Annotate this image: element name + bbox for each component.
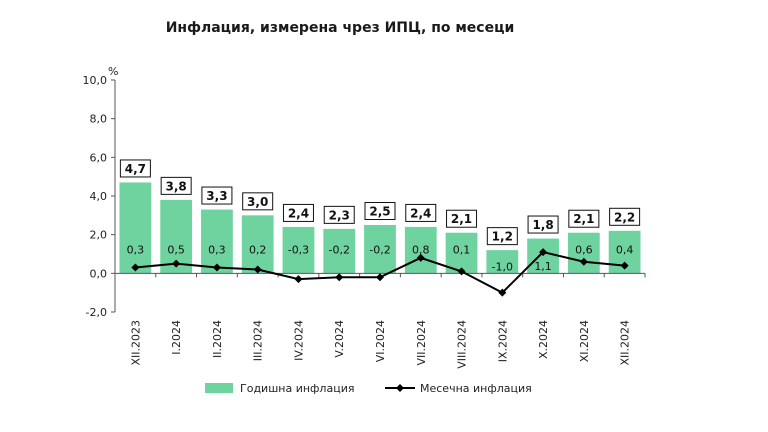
bar-value-label: 2,3 (329, 208, 350, 222)
x-category-label: I.2024 (170, 320, 183, 355)
x-category-label: VIII.2024 (456, 320, 469, 369)
bar-value-box (119, 159, 151, 178)
line-point-marker (457, 267, 466, 276)
line-point-marker (172, 259, 181, 268)
bar-value-box (201, 186, 233, 205)
y-tick-label: 4,0 (90, 190, 108, 203)
y-tick-label: -2,0 (86, 306, 107, 319)
x-category-label: IX.2024 (496, 320, 509, 362)
y-tick-label: 8,0 (90, 113, 108, 126)
line-value-label: 0,6 (575, 243, 593, 256)
legend-label-monthly: Месечна инфлация (420, 382, 532, 395)
bar-value-label: 2,1 (573, 212, 594, 226)
bar-value-box (446, 209, 478, 228)
line-point-marker (131, 263, 140, 272)
line-point-marker (253, 265, 262, 274)
line-value-label: 0,4 (616, 243, 634, 256)
line-value-label: 1,1 (534, 260, 552, 273)
line-point-marker (294, 275, 303, 284)
y-unit-label: % (108, 65, 118, 78)
line-value-label: 0,5 (167, 243, 185, 256)
x-category-label: XII.2023 (129, 320, 142, 366)
line-point-marker (335, 273, 344, 282)
chart-title: Инфлация, измерена чрез ИПЦ, по месеци (165, 20, 515, 36)
line-point-marker (620, 261, 629, 270)
line-value-label: 0,3 (127, 243, 145, 256)
bar-value-label: 3,0 (247, 195, 268, 209)
bar-annual-inflation (486, 250, 519, 274)
bar-value-label: 3,3 (206, 189, 227, 203)
bar-annual-inflation (567, 232, 600, 274)
x-category-label: III.2024 (252, 320, 265, 361)
y-tick-label: 2,0 (90, 229, 108, 242)
bar-value-label: 1,2 (492, 230, 513, 244)
bar-annual-inflation (119, 182, 152, 274)
line-value-label: 0,1 (453, 243, 471, 256)
bar-value-box (282, 203, 314, 222)
x-category-label: II.2024 (211, 320, 224, 358)
x-category-label: X.2024 (537, 320, 550, 359)
bar-value-box (364, 202, 396, 220)
line-point-marker (376, 273, 384, 282)
y-tick-label: 6,0 (90, 151, 108, 164)
bar-value-box (405, 203, 437, 222)
bar-value-label: 1,8 (532, 218, 553, 232)
bar-value-box (160, 176, 192, 195)
bar-value-label: 2,2 (614, 210, 635, 224)
bar-value-label: 2,1 (451, 212, 472, 226)
bar-annual-inflation (241, 215, 274, 274)
line-value-label: -1,0 (492, 260, 513, 273)
line-value-label: -0,2 (369, 243, 390, 256)
line-value-label: 0,8 (412, 243, 430, 256)
bar-value-label: 2,5 (369, 205, 390, 219)
x-category-label: VI.2024 (374, 320, 387, 362)
x-category-label: XII.2024 (619, 320, 632, 366)
bar-value-box (242, 192, 274, 211)
bar-value-label: 2,4 (410, 206, 431, 220)
line-point-marker (539, 248, 548, 257)
y-tick-label: 10,0 (83, 74, 108, 87)
bar-value-box (486, 227, 518, 246)
line-value-label: -0,3 (288, 243, 309, 256)
bar-value-label: 4,7 (125, 162, 146, 176)
line-value-label: 0,2 (249, 243, 267, 256)
bar-annual-inflation (445, 232, 478, 274)
bar-annual-inflation (323, 228, 356, 274)
x-category-label: XI.2024 (578, 320, 591, 362)
bar-value-box (568, 209, 600, 228)
x-category-label: V.2024 (333, 320, 346, 358)
y-tick-label: 0,0 (90, 267, 108, 280)
bar-annual-inflation (364, 225, 396, 274)
line-value-label: -0,2 (328, 243, 349, 256)
x-category-label: IV.2024 (292, 320, 305, 361)
bar-annual-inflation (201, 209, 233, 274)
line-point-marker (498, 288, 507, 297)
bar-value-label: 3,8 (166, 179, 187, 193)
bar-annual-inflation (404, 226, 437, 274)
bar-value-label: 2,4 (288, 206, 309, 220)
line-point-marker (579, 257, 588, 266)
bar-value-box (527, 215, 559, 234)
legend-swatch-monthly-marker (396, 384, 404, 392)
bar-annual-inflation (282, 226, 315, 274)
line-point-marker (212, 263, 221, 272)
legend-swatch-annual (205, 383, 233, 393)
bar-value-box (323, 205, 355, 224)
line-value-label: 0,3 (208, 243, 226, 256)
line-point-marker (416, 253, 425, 262)
legend-label-annual: Годишна инфлация (240, 382, 354, 395)
x-category-label: VII.2024 (415, 320, 428, 366)
bar-value-box (609, 207, 641, 226)
